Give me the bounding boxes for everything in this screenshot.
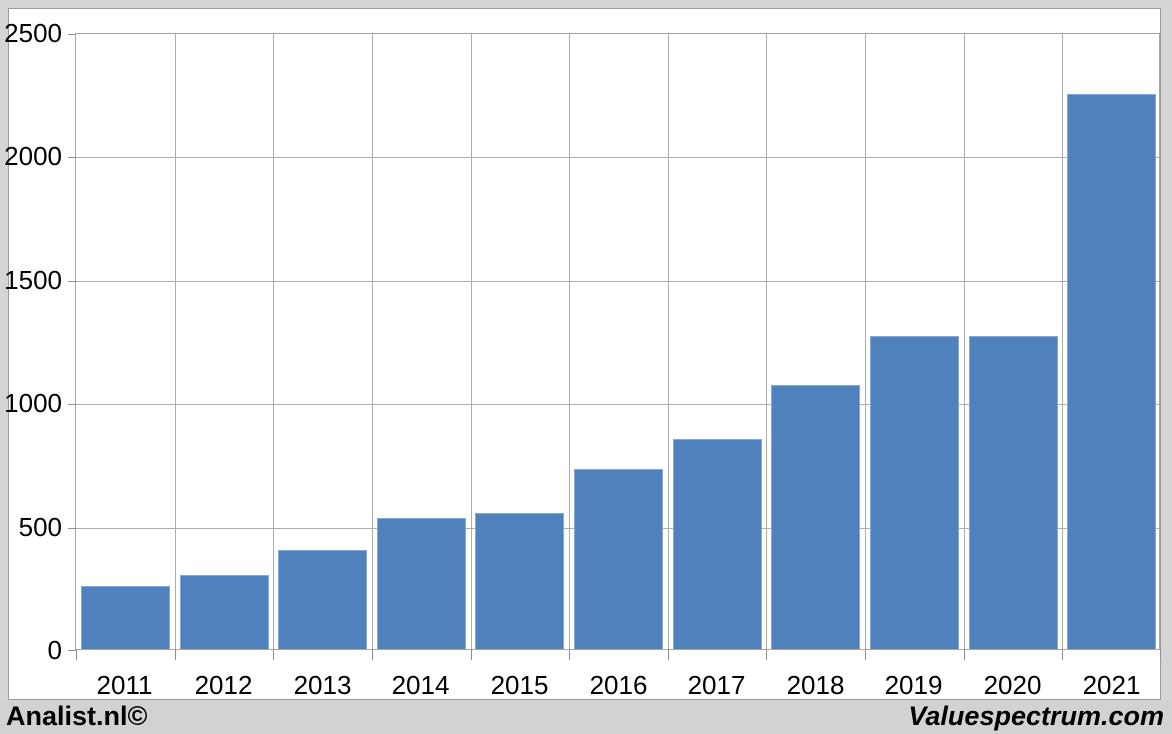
y-axis-tick (68, 528, 76, 529)
vertical-gridline (471, 34, 472, 649)
chart-panel: 0 500 1000 1500 2000 2500 2011 2012 2013 2014 2015… (4, 8, 1161, 700)
y-axis-tick-label: 500 (18, 512, 62, 542)
vertical-gridline (1062, 34, 1063, 649)
bar-2020 (969, 336, 1058, 649)
bar-2019 (870, 336, 959, 649)
x-axis-label-2018: 2018 (786, 670, 845, 700)
plot-area (68, 33, 1161, 660)
y-axis-tick (68, 34, 76, 35)
x-axis-tick (569, 649, 570, 660)
x-axis-tick (273, 649, 274, 660)
x-axis-tick (1062, 649, 1063, 660)
x-axis-label-2020: 2020 (983, 670, 1042, 700)
vertical-gridline (766, 34, 767, 649)
x-axis-tick (668, 649, 669, 660)
valuespectrum-brand-label: Valuespectrum.com (908, 701, 1164, 731)
footer-bar: Analist.nl© Valuespectrum.com (0, 700, 1172, 734)
x-axis-tick (865, 649, 866, 660)
vertical-gridline (273, 34, 274, 649)
y-axis-tick-label: 1000 (4, 388, 62, 418)
y-axis-tick-label: 2000 (4, 141, 62, 171)
vertical-gridline (865, 34, 866, 649)
x-axis-label-2021: 2021 (1082, 670, 1141, 700)
x-axis-tick (766, 649, 767, 660)
vertical-gridline (964, 34, 965, 649)
bar-2021 (1067, 94, 1156, 649)
bar-2011 (81, 586, 170, 649)
bar-2017 (673, 439, 762, 649)
horizontal-gridline (76, 404, 1159, 405)
x-axis-tick (372, 649, 373, 660)
horizontal-gridline (76, 281, 1159, 282)
y-axis-tick-label: 1500 (4, 265, 62, 295)
x-axis-label-2017: 2017 (687, 670, 746, 700)
x-axis-label-2012: 2012 (194, 670, 253, 700)
analist-brand-label: Analist.nl© (6, 701, 148, 731)
y-axis-tick (68, 281, 76, 282)
bar-2013 (278, 550, 367, 649)
y-axis-tick (68, 650, 76, 651)
x-axis-tick (175, 649, 176, 660)
bar-2016 (574, 469, 663, 649)
y-axis-tick (68, 404, 76, 405)
vertical-gridline (569, 34, 570, 649)
x-axis-tick (76, 649, 77, 660)
x-axis-label-2014: 2014 (391, 670, 450, 700)
vertical-gridline (175, 34, 176, 649)
bar-2015 (475, 513, 564, 649)
x-axis-tick (964, 649, 965, 660)
bar-2014 (377, 518, 466, 649)
bar-2012 (180, 575, 269, 649)
x-axis-label-2019: 2019 (884, 670, 943, 700)
y-axis-tick (68, 157, 76, 158)
y-axis-tick-label: 0 (47, 635, 62, 665)
x-axis-label-2015: 2015 (490, 670, 549, 700)
bar-2018 (771, 385, 860, 649)
vertical-gridline (668, 34, 669, 649)
x-axis-label-2013: 2013 (293, 670, 352, 700)
x-axis-label-2016: 2016 (589, 670, 648, 700)
horizontal-gridline (76, 157, 1159, 158)
x-axis-tick (1160, 649, 1161, 660)
y-axis-tick-label: 2500 (4, 18, 62, 48)
x-axis-tick (471, 649, 472, 660)
x-axis-label-2011: 2011 (96, 670, 153, 700)
vertical-gridline (372, 34, 373, 649)
